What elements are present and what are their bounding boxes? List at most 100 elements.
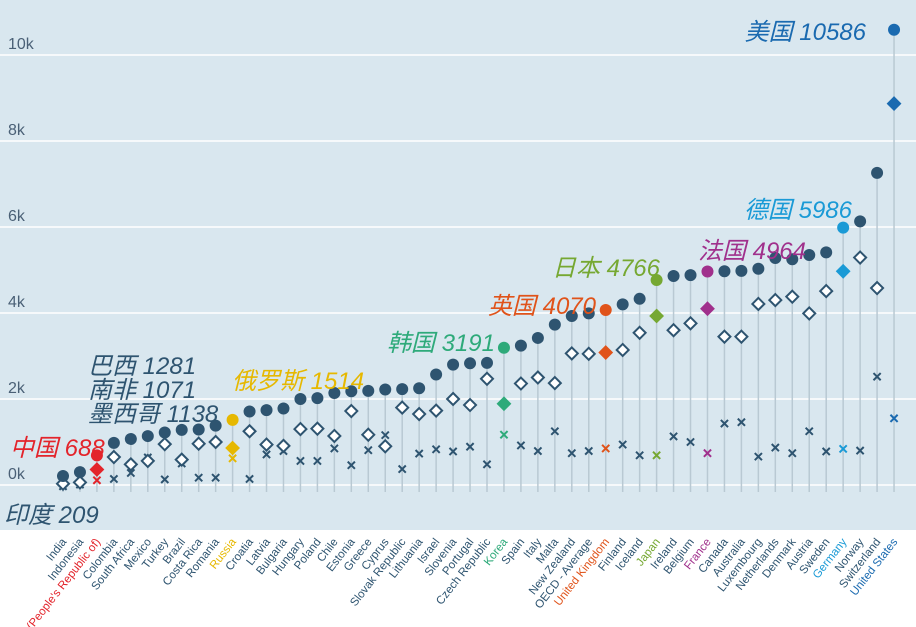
y-tick-label: 4k [8,294,26,311]
annotation-label: 美国 10586 [745,19,867,46]
circle-marker [413,382,426,395]
circle-marker [90,449,103,462]
cross-marker [686,437,695,447]
cross-marker [499,430,509,439]
diamond-marker [547,375,563,391]
cross-marker [584,446,594,456]
cross-marker [160,475,170,484]
diamond-marker [462,397,478,413]
diamond-marker [869,280,885,296]
circle-marker [226,413,239,426]
circle-marker [73,466,86,479]
circle-marker [684,269,697,282]
cross-marker [720,419,729,428]
plot-background [0,0,916,530]
annotation-label: 德国 5986 [744,197,853,224]
diamond-marker [886,96,902,112]
circle-marker [769,251,782,264]
cross-marker [754,452,763,461]
circle-marker [311,392,324,405]
annotation-label: 韩国 3191 [387,330,495,357]
cross-marker [397,464,407,474]
circle-marker [701,265,714,278]
cross-marker [448,447,458,456]
cross-marker [414,449,424,458]
circle-marker [124,432,137,445]
circle-marker [430,368,443,381]
y-tick-label: 2k [8,380,26,397]
cross-marker [804,426,814,436]
diamond-marker [106,449,122,465]
diamond-marker [666,322,681,338]
cross-stroke [652,451,661,460]
diamond-marker [140,453,156,469]
circle-marker [209,419,222,432]
cross-marker [567,448,577,458]
circle-marker [820,246,833,259]
cross-stroke [533,446,543,456]
cross-stroke [211,473,220,482]
cross-marker [363,445,373,455]
cross-stroke [771,443,780,452]
cross-marker [380,430,390,440]
circle-marker [481,356,493,369]
cross-stroke [601,444,611,453]
cross-stroke [804,426,814,436]
cross-stroke [296,456,305,466]
cross-marker [550,426,560,436]
circle-marker [786,253,799,266]
cross-stroke [363,445,373,455]
cross-marker [669,432,678,441]
cross-stroke [160,475,170,484]
annotation-label: 俄罗斯 1514 [232,368,364,395]
diamond-marker [394,400,410,416]
circle-marker [379,383,392,396]
circle-marker [752,262,765,275]
circle-marker [548,318,561,331]
circle-marker [667,270,680,283]
cross-stroke [821,447,831,456]
diamond-marker [72,475,88,490]
diamond-marker [445,391,461,407]
diamond-marker [767,292,783,308]
cross-marker [313,456,322,466]
diamond-marker [717,329,732,345]
circle-marker [582,307,595,320]
circle-marker [107,436,120,449]
diamond-marker [343,403,359,419]
cross-stroke [109,474,119,484]
cross-stroke [550,426,560,436]
cross-stroke [838,444,848,454]
cross-stroke [92,475,102,485]
cross-stroke [516,441,526,450]
cross-marker [465,442,475,452]
diamond-marker [513,376,529,391]
cross-marker [347,460,356,470]
cross-stroke [618,440,627,449]
circle-marker [633,292,646,305]
cross-stroke [720,419,729,428]
cross-stroke [889,414,899,423]
circle-marker [175,423,188,436]
circle-marker [141,430,154,443]
circle-marker [260,404,273,417]
diamond-marker [89,462,105,477]
cross-marker [737,417,746,427]
cross-stroke [397,464,407,474]
annotation-label: 墨西哥 1138 [88,401,219,428]
cross-marker [889,414,899,423]
diamond-marker [700,301,715,317]
y-tick-label: 6k [8,208,26,225]
diamond-marker [208,434,224,450]
diamond-marker [276,438,291,454]
diamond-marker [835,263,851,279]
annotation-label: 南非 1071 [88,377,196,404]
circle-marker [888,23,901,36]
circle-marker [396,383,409,396]
diamond-marker [123,456,139,472]
cross-stroke [669,432,678,441]
diamond-marker [309,421,325,437]
diamond-marker [632,325,648,341]
cross-stroke [567,448,577,458]
circle-marker [328,386,341,399]
